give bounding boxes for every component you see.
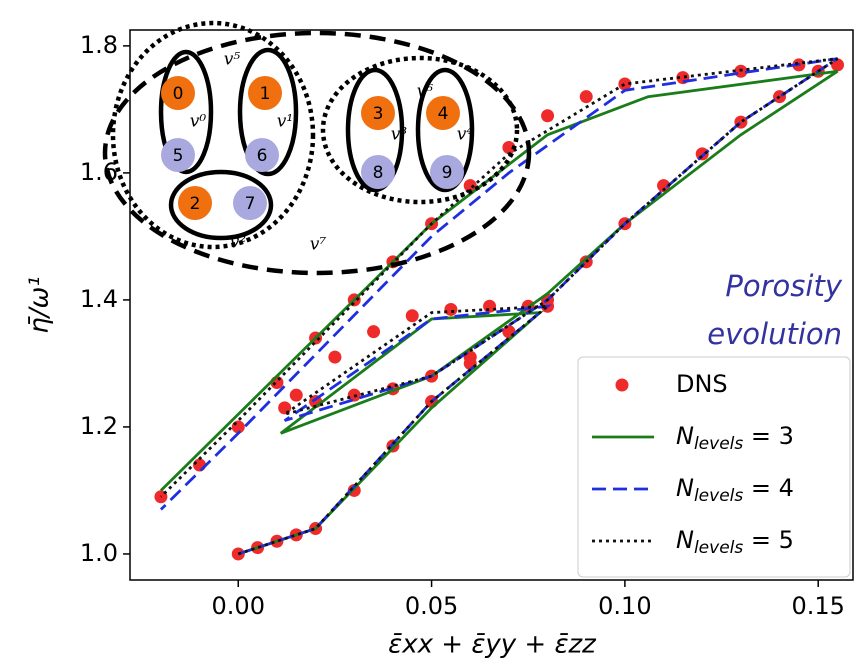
legend-sub: levels: [694, 538, 743, 558]
inset-ellipse: [345, 67, 405, 193]
data-point: [502, 140, 516, 154]
inset-node-label: 2: [190, 194, 201, 214]
inset-group-label: v⁷: [310, 235, 327, 255]
inset-node: [361, 155, 395, 189]
inset-node: [233, 186, 267, 220]
inset-node: [426, 96, 460, 130]
inset-ellipse: [110, 20, 316, 250]
data-point: [463, 179, 477, 193]
x-tick-label: 0.00: [212, 592, 265, 620]
x-axis-label: ε̄xx + ε̄yy + ε̄zz: [388, 630, 597, 660]
legend-n: N: [676, 526, 694, 554]
legend-n: N: [676, 474, 694, 502]
inset-ellipse: [237, 47, 299, 177]
inset-node-label: 1: [260, 84, 271, 104]
y-tick-label: 1.0: [80, 539, 118, 567]
data-point: [579, 90, 593, 104]
plot-frame: [129, 29, 854, 581]
data-point: [541, 109, 555, 123]
x-tick-label: 0.15: [791, 592, 844, 620]
inset-group-label: v⁴: [457, 125, 474, 145]
legend-label: DNS: [676, 370, 728, 398]
inset-node: [361, 96, 395, 130]
inset-node-label: 9: [442, 163, 453, 183]
legend-n: N: [676, 422, 694, 450]
y-tick-label: 1.8: [80, 31, 118, 59]
inset: 0 1 2 3 4 5 6 7 8 9 v⁰ v¹ v² v³ v⁴ v⁵ v⁶ v⁷: [102, 20, 532, 276]
inset-ellipse: [158, 49, 214, 175]
legend-label: Nlevels = 5: [676, 526, 794, 558]
inset-node: [161, 76, 195, 110]
legend-sub: levels: [694, 434, 743, 454]
annotation: Porosity: [725, 269, 842, 303]
data-point: [483, 299, 497, 313]
inset-node: [248, 76, 282, 110]
legend-rest: = 3: [743, 422, 794, 450]
inset-node-label: 0: [173, 84, 184, 104]
inset-group-label: v²: [230, 233, 247, 253]
legend-label: Nlevels = 3: [676, 422, 794, 454]
inset-node: [161, 138, 195, 172]
legend-rest: = 4: [743, 474, 794, 502]
inset-node-label: 7: [245, 194, 256, 214]
inset-node-label: 6: [257, 146, 268, 166]
line-series: [159, 57, 839, 556]
x-tick-label: 0.10: [598, 592, 651, 620]
y-tick-label: 1.2: [80, 412, 118, 440]
y-axis-label: η̄/ω¹: [25, 276, 55, 333]
legend-marker: [615, 378, 629, 392]
legend-label: Nlevels = 4: [676, 474, 794, 506]
inset-node-label: 8: [373, 163, 384, 183]
inset-node-label: 3: [373, 104, 384, 124]
inset-group-label: v¹: [277, 112, 293, 132]
annotation: evolution: [707, 317, 842, 351]
x-tick-label: 0.05: [405, 592, 458, 620]
data-point: [328, 350, 342, 364]
inset-ellipse: [102, 30, 532, 276]
inset-group-label: v⁶: [417, 82, 434, 102]
data-point: [657, 179, 671, 193]
inset-group-label: v³: [391, 125, 408, 145]
line-series: [159, 57, 839, 556]
inset-ellipse: [168, 169, 274, 241]
legend-box: [577, 356, 851, 578]
inset-node: [430, 155, 464, 189]
inset-group-label: v⁵: [224, 50, 241, 70]
data-point: [405, 309, 419, 323]
data-point: [289, 388, 303, 402]
data-point: [367, 325, 381, 339]
inset-node: [245, 138, 279, 172]
legend-rest: = 5: [743, 526, 794, 554]
data-point: [618, 77, 632, 91]
inset-node: [178, 186, 212, 220]
inset-node-label: 5: [173, 146, 184, 166]
inset-node-label: 4: [438, 104, 449, 124]
inset-ellipse: [415, 67, 475, 193]
data-point: [444, 302, 458, 316]
legend-sub: levels: [694, 486, 743, 506]
inset-ellipse: [320, 55, 520, 205]
y-tick-label: 1.4: [80, 285, 118, 313]
inset-group-label: v⁰: [190, 112, 207, 132]
